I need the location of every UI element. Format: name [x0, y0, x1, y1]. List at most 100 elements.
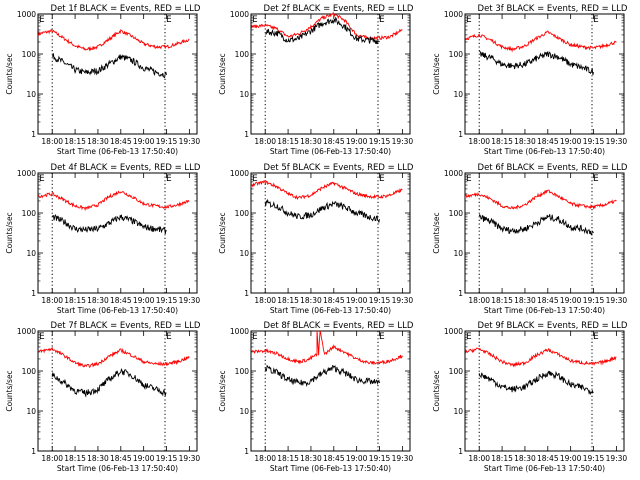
panel-title: Det 2f BLACK = Events, RED = LLD — [264, 4, 414, 14]
x-axis-label: Start Time (06-Feb-13 17:50:40) — [57, 306, 178, 315]
series-line-lld — [251, 330, 403, 366]
x-tick-label: 19:15 — [369, 137, 391, 146]
e-marker-right: E — [593, 332, 599, 342]
y-tick-label: 1000 — [444, 10, 463, 19]
x-tick-label: 18:30 — [300, 137, 322, 146]
x-axis-label: Start Time (06-Feb-13 17:50:40) — [484, 147, 605, 156]
x-tick-label: 18:30 — [87, 296, 109, 305]
x-tick-label: 19:30 — [392, 296, 414, 305]
x-tick-label: 19:00 — [346, 454, 368, 463]
x-tick-label: 18:30 — [514, 296, 536, 305]
x-tick-label: 19:00 — [133, 137, 155, 146]
y-axis-label: Counts/sec — [218, 370, 227, 411]
x-tick-label: 19:30 — [606, 454, 628, 463]
e-marker-right: E — [166, 174, 172, 184]
x-tick-label: 19:15 — [156, 296, 178, 305]
panel-title: Det 1f BLACK = Events, RED = LLD — [51, 4, 201, 14]
y-axis-label: Counts/sec — [432, 370, 441, 411]
x-tick-label: 19:15 — [583, 296, 605, 305]
y-tick-label: 10 — [239, 249, 249, 258]
plot-frame — [250, 172, 411, 294]
x-tick-label: 18:45 — [537, 296, 559, 305]
e-marker-left: E — [39, 332, 45, 342]
y-tick-label: 1 — [244, 289, 249, 298]
panel-title: Det 9f BLACK = Events, RED = LLD — [478, 321, 628, 331]
series-line-lld — [38, 28, 190, 52]
x-tick-label: 19:30 — [179, 454, 201, 463]
series-line-lld — [251, 11, 403, 41]
y-axis-label: Counts/sec — [5, 370, 14, 411]
y-tick-label: 1000 — [17, 169, 36, 178]
e-marker-right: E — [379, 15, 385, 25]
e-marker-right: E — [593, 174, 599, 184]
y-tick-label: 1000 — [17, 10, 36, 19]
y-axis-label: Counts/sec — [5, 53, 14, 94]
panel-title: Det 7f BLACK = Events, RED = LLD — [51, 321, 201, 331]
panel-det-5f: Det 5f BLACK = Events, RED = LLD 1 10 100 10… — [218, 163, 414, 315]
y-tick-label: 100 — [235, 50, 250, 59]
panel-det-6f: Det 6f BLACK = Events, RED = LLD 1 10 100 10… — [432, 163, 628, 315]
x-axis-label: Start Time (06-Feb-13 17:50:40) — [57, 464, 178, 473]
y-tick-label: 1 — [458, 289, 463, 298]
y-tick-label: 100 — [22, 50, 37, 59]
e-marker-left: E — [466, 174, 472, 184]
y-tick-label: 10 — [26, 90, 36, 99]
x-tick-label: 19:15 — [156, 137, 178, 146]
y-axis-label: Counts/sec — [218, 53, 227, 94]
y-tick-label: 10 — [239, 407, 249, 416]
e-marker-right: E — [166, 332, 172, 342]
y-tick-label: 1000 — [17, 327, 36, 336]
x-tick-label: 18:45 — [110, 137, 132, 146]
y-tick-label: 1 — [31, 130, 36, 139]
y-tick-label: 1 — [458, 447, 463, 456]
x-tick-label: 18:45 — [323, 296, 345, 305]
y-tick-label: 1000 — [444, 169, 463, 178]
x-tick-label: 18:45 — [110, 296, 132, 305]
x-tick-label: 19:00 — [560, 137, 582, 146]
plot-frame — [37, 330, 198, 452]
x-tick-label: 19:30 — [606, 137, 628, 146]
x-axis-label: Start Time (06-Feb-13 17:50:40) — [270, 464, 391, 473]
x-tick-label: 18:00 — [254, 454, 276, 463]
y-axis-label: Counts/sec — [218, 212, 227, 253]
x-tick-label: 18:45 — [110, 454, 132, 463]
x-tick-label: 19:30 — [179, 137, 201, 146]
y-axis-label: Counts/sec — [432, 53, 441, 94]
series-line-lld — [465, 30, 617, 53]
panel-det-4f: Det 4f BLACK = Events, RED = LLD 1 10 100 10… — [5, 163, 201, 315]
x-tick-label: 19:00 — [560, 454, 582, 463]
x-tick-label: 19:15 — [583, 454, 605, 463]
series-line-lld — [465, 347, 617, 368]
plot-frame — [37, 172, 198, 294]
series-line-lld — [251, 180, 403, 200]
x-tick-label: 18:00 — [41, 137, 63, 146]
panel-title: Det 6f BLACK = Events, RED = LLD — [478, 163, 628, 173]
x-axis-label: Start Time (06-Feb-13 17:50:40) — [270, 306, 391, 315]
x-tick-label: 18:15 — [491, 454, 513, 463]
x-tick-label: 18:15 — [277, 454, 299, 463]
y-tick-label: 10 — [453, 90, 463, 99]
x-axis-label: Start Time (06-Feb-13 17:50:40) — [484, 464, 605, 473]
e-marker-right: E — [379, 332, 385, 342]
y-tick-label: 100 — [449, 50, 464, 59]
x-tick-label: 18:00 — [254, 296, 276, 305]
x-tick-label: 18:15 — [64, 296, 86, 305]
x-tick-label: 18:15 — [277, 296, 299, 305]
y-tick-label: 100 — [235, 367, 250, 376]
x-tick-label: 19:15 — [156, 454, 178, 463]
series-line-lld — [465, 189, 617, 211]
panel-title: Det 5f BLACK = Events, RED = LLD — [264, 163, 414, 173]
e-marker-right: E — [379, 174, 385, 184]
x-tick-label: 18:30 — [514, 137, 536, 146]
panel-title: Det 8f BLACK = Events, RED = LLD — [264, 321, 414, 331]
panel-det-8f: Det 8f BLACK = Events, RED = LLD 1 10 100 10… — [218, 321, 414, 473]
x-tick-label: 19:30 — [606, 296, 628, 305]
x-tick-label: 18:00 — [41, 454, 63, 463]
series-line-events — [478, 213, 594, 236]
series-line-events — [51, 214, 167, 235]
y-tick-label: 1000 — [230, 10, 249, 19]
plot-frame — [250, 13, 411, 135]
e-marker-left: E — [466, 332, 472, 342]
series-line-events — [51, 367, 167, 398]
series-line-events — [264, 198, 380, 224]
